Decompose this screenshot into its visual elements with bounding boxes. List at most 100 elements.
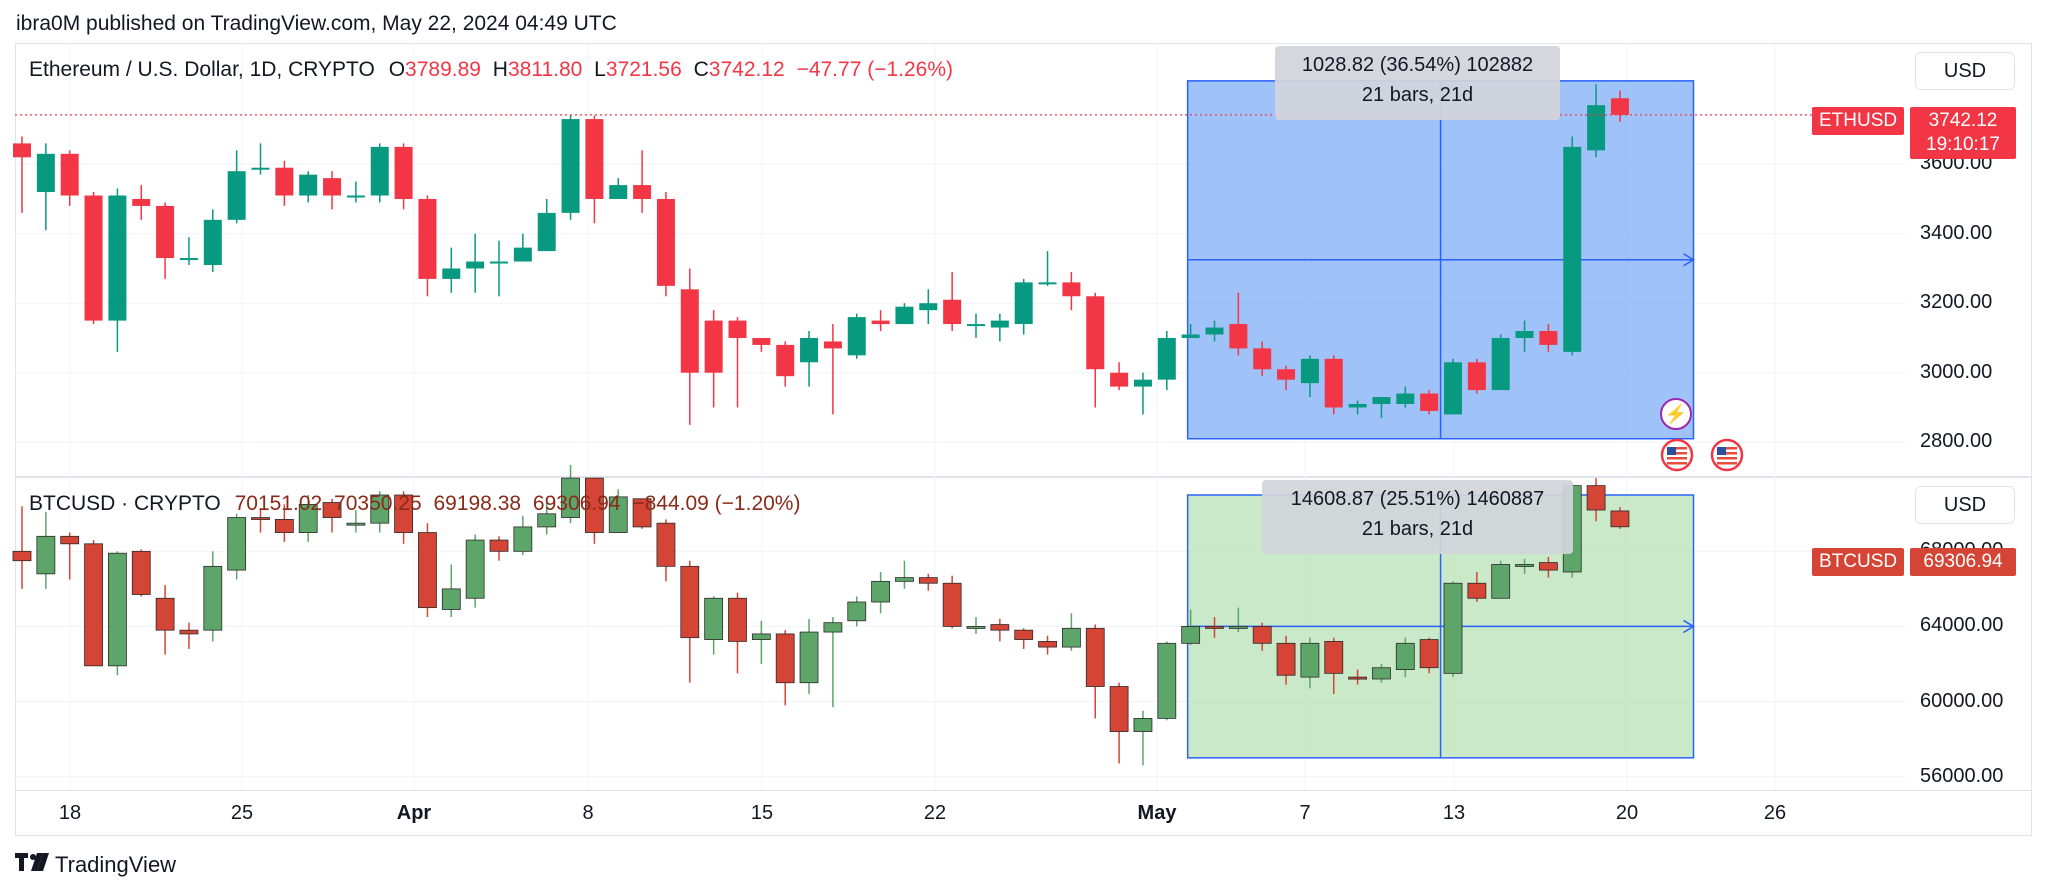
eth-candle-body bbox=[1348, 403, 1367, 408]
eth-candle-body bbox=[537, 212, 556, 252]
eth-change-value: −47.77 (−1.26%) bbox=[796, 58, 954, 81]
btc-y-tick-label: 64000.00 bbox=[1920, 614, 2004, 637]
btc-candle-body bbox=[1133, 718, 1153, 732]
eth-candle-body bbox=[132, 198, 151, 206]
btc-candle-body bbox=[441, 588, 461, 610]
eth-candle-body bbox=[1157, 337, 1176, 380]
eth-candle-body bbox=[251, 167, 270, 170]
eth-last-price: 3742.12 bbox=[1928, 110, 1998, 131]
eth-candle-body bbox=[704, 320, 723, 373]
eth-candle-body bbox=[895, 306, 914, 325]
us-flag-icon[interactable] bbox=[1660, 438, 1694, 472]
time-tick-label: 20 bbox=[1615, 802, 1639, 824]
btc-candle-body bbox=[131, 550, 151, 595]
time-tick-label: 15 bbox=[750, 802, 774, 824]
eth-candle-body bbox=[1300, 358, 1319, 384]
btc-close-value: 69306.94 bbox=[532, 492, 621, 515]
btc-candle-body bbox=[179, 629, 199, 635]
eth-candle-body bbox=[919, 303, 938, 311]
btc-candle-body bbox=[942, 582, 962, 627]
btc-candle-body bbox=[84, 543, 103, 667]
eth-symbol-tag: ETHUSD bbox=[1812, 107, 1905, 135]
eth-open-value: 3789.89 bbox=[405, 58, 481, 81]
eth-candle-body bbox=[108, 195, 127, 321]
eth-y-tick-label: 3400.00 bbox=[1920, 221, 1993, 244]
btc-candle-body bbox=[751, 633, 771, 640]
eth-candle-body bbox=[346, 195, 365, 198]
us-flag-icon[interactable] bbox=[1710, 438, 1744, 472]
btc-measure-arrow bbox=[1683, 619, 1695, 634]
btc-candle-body bbox=[1324, 641, 1344, 674]
eth-candle-body bbox=[1610, 98, 1629, 115]
btc-low-value: 69198.38 bbox=[433, 492, 522, 515]
btc-candle-body bbox=[1419, 639, 1439, 669]
time-tick-label: 26 bbox=[1763, 802, 1787, 824]
time-tick-label: 18 bbox=[58, 802, 82, 824]
eth-candle-body bbox=[1277, 369, 1296, 380]
eth-candle-body bbox=[370, 146, 389, 196]
eth-currency-button[interactable]: USD bbox=[1915, 52, 2015, 90]
btc-high-value: 70350.25 bbox=[334, 492, 422, 515]
eth-candle-body bbox=[1444, 362, 1462, 415]
time-tick-label: 25 bbox=[230, 802, 254, 824]
pane-divider[interactable] bbox=[15, 476, 2032, 478]
time-tick-label: 22 bbox=[923, 802, 947, 824]
eth-candle-body bbox=[1515, 331, 1534, 338]
btc-candle-body bbox=[274, 519, 294, 533]
btc-candle-body bbox=[1300, 642, 1320, 678]
eth-candle-body bbox=[490, 261, 508, 264]
btc-candle-body bbox=[1085, 627, 1105, 687]
eth-candle-body bbox=[561, 119, 580, 213]
eth-candle-body bbox=[299, 174, 318, 196]
eth-measure-span: 21 bars, 21d bbox=[1361, 84, 1474, 106]
btc-symbol-title[interactable]: BTCUSD · CRYPTO bbox=[29, 492, 221, 515]
eth-candle-body bbox=[871, 320, 890, 325]
btc-currency-button[interactable]: USD bbox=[1915, 486, 2015, 524]
eth-close-label: C bbox=[693, 58, 709, 81]
btc-candle-body bbox=[632, 498, 652, 528]
eth-legend: Ethereum / U.S. Dollar, 1D, CRYPTO O3789… bbox=[29, 58, 953, 82]
btc-candle-body bbox=[656, 522, 676, 567]
btc-last-price-tag: 69306.94 bbox=[1910, 548, 2016, 576]
eth-last-price-tag: 3742.12 19:10:17 bbox=[1910, 107, 2016, 159]
eth-candle-body bbox=[823, 341, 842, 349]
btc-candle-body bbox=[871, 580, 890, 603]
btc-candle-body bbox=[322, 502, 342, 518]
eth-candle-body bbox=[1014, 282, 1033, 325]
eth-candle-body bbox=[967, 324, 985, 327]
btc-y-tick-label: 56000.00 bbox=[1920, 764, 2004, 787]
btc-candle-body bbox=[1395, 642, 1415, 670]
eth-candle-body bbox=[656, 198, 675, 286]
eth-candle-body bbox=[418, 198, 437, 279]
btc-candle-body bbox=[537, 513, 557, 528]
btc-candle-body bbox=[1539, 562, 1558, 571]
tradingview-logo[interactable]: TradingView bbox=[15, 852, 176, 878]
eth-candle-body bbox=[1110, 372, 1129, 387]
btc-candle-body bbox=[1372, 667, 1391, 680]
eth-open-label: O bbox=[388, 58, 406, 81]
eth-low-label: L bbox=[594, 58, 606, 81]
eth-candle-body bbox=[1062, 282, 1081, 297]
eth-candle-body bbox=[442, 268, 461, 279]
eth-candle-body bbox=[1372, 397, 1391, 404]
eth-candle-body bbox=[1587, 105, 1606, 151]
eth-candle-body bbox=[776, 344, 795, 377]
btc-candle-body bbox=[1443, 582, 1463, 674]
eth-candle-body bbox=[60, 153, 79, 196]
eth-y-tick-label: 3000.00 bbox=[1920, 360, 1993, 383]
eth-candle-body bbox=[1491, 337, 1510, 391]
eth-symbol-title[interactable]: Ethereum / U.S. Dollar, 1D, CRYPTO bbox=[29, 58, 375, 81]
btc-candle-body bbox=[36, 535, 56, 575]
btc-candle-body bbox=[394, 494, 414, 533]
time-tick-label: 13 bbox=[1442, 802, 1466, 824]
lightning-icon[interactable]: ⚡ bbox=[1660, 398, 1692, 430]
btc-candle-body bbox=[561, 477, 580, 518]
btc-candle-body bbox=[585, 477, 604, 533]
eth-candle-body bbox=[1181, 334, 1200, 338]
btc-candle-body bbox=[12, 550, 32, 562]
btc-candle-body bbox=[704, 597, 724, 640]
eth-candle-body bbox=[943, 299, 962, 325]
btc-symbol-tag: BTCUSD bbox=[1812, 548, 1905, 576]
btc-open-value: 70151.02 bbox=[234, 492, 323, 515]
